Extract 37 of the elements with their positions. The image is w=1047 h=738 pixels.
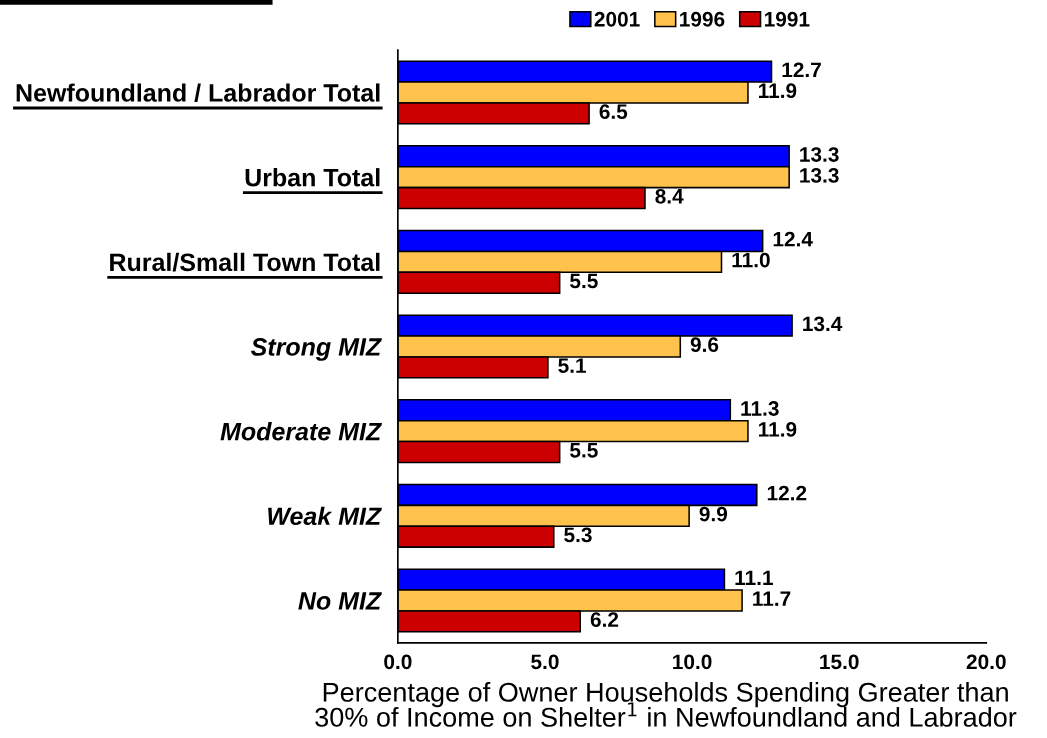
data-label: 5.3 [564,527,592,543]
data-label: 12.2 [767,485,807,501]
data-label: 11.1 [735,570,773,585]
legend-label: 1996 [680,11,725,27]
data-label: 9.9 [699,506,728,522]
data-label: 11.9 [759,421,797,437]
data-label: 13.3 [800,147,839,162]
data-label: 11.3 [741,401,779,416]
data-label: 9.6 [690,337,719,353]
data-label: 12.4 [773,231,813,247]
data-label: 13.4 [803,316,843,332]
x-axis-title: Percentage of Owner Households Spending Greater than 30% of Income on Shelter$^{1}$ in Newfoundland and Labrador [315,681,1017,727]
data-label: 12.7 [782,62,821,78]
data-label: 11.9 [759,83,797,99]
legend-label: 1991 [764,11,810,27]
legend-label: 2001 [594,11,640,27]
data-label: 11.0 [732,252,770,268]
x-tick-label: 15.0 [820,654,859,670]
y-tick-label: Newfoundland / Labrador Total [16,83,380,103]
y-tick-label: No MIZ [298,592,382,610]
data-label: 13.3 [800,168,839,183]
x-tick-label: 20.0 [966,654,1006,670]
data-label: 5.5 [570,273,598,289]
x-tick-label: 5.0 [531,654,559,670]
y-tick-label: Moderate MIZ [220,422,382,441]
y-tick-label: Urban Total [245,168,380,187]
y-tick-label: Weak MIZ [268,506,382,526]
x-tick-label: 0.0 [384,654,412,670]
data-label: 5.5 [570,443,598,458]
y-tick-label: Rural/Small Town Total [110,252,380,272]
data-label: 11.7 [753,591,791,606]
data-label: 8.4 [655,188,684,204]
data-label: 5.1 [558,358,587,373]
x-tick-label: 10.0 [673,654,712,670]
data-label: 6.2 [590,612,619,627]
data-label: 6.5 [599,104,628,119]
y-tick-label: Strong MIZ [250,338,382,361]
